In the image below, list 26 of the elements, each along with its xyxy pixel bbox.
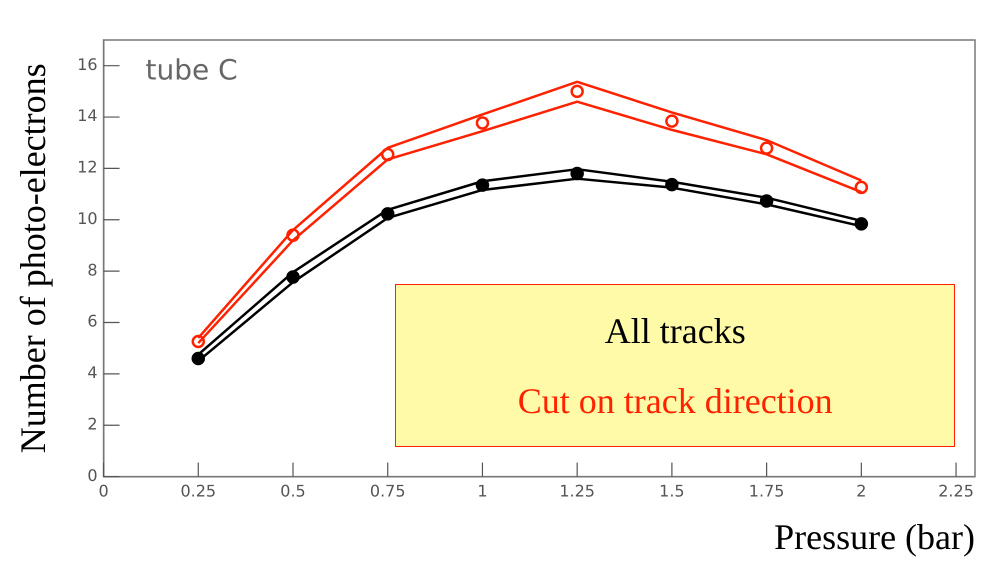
x-tick-label: 1.25 [559,481,595,500]
y-tick-label: 16 [77,54,98,74]
y-tick-label: 4 [87,363,98,382]
note-box: All tracks Cut on track direction [395,284,955,447]
y-tick-label: 0 [87,466,98,485]
x-tick-label: 1.75 [748,481,784,500]
y-tick-label: 8 [87,260,98,280]
x-tick-label: 2 [856,481,866,500]
y-tick-label: 12 [77,158,98,177]
point [665,114,679,128]
x-tick-label: 1.5 [659,481,685,500]
y-axis-title: Number of photo-electrons [13,63,54,454]
x-tick-label: 1 [477,481,488,500]
x-tick-label: 0.5 [280,481,306,500]
y-tick-label: 14 [77,106,98,126]
point [760,141,774,155]
x-axis-title: Pressure (bar) [774,516,975,557]
x-tick-label: 0.25 [180,481,216,500]
y-tick-label: 10 [77,208,98,228]
point [570,84,584,98]
point [476,116,490,130]
annotation: tube C [146,53,238,86]
x-tick-label: 0.75 [370,481,406,500]
y-tick-label: 2 [87,414,98,434]
y-tick-label: 6 [87,312,98,331]
x-tick-label: 2.25 [938,481,974,500]
